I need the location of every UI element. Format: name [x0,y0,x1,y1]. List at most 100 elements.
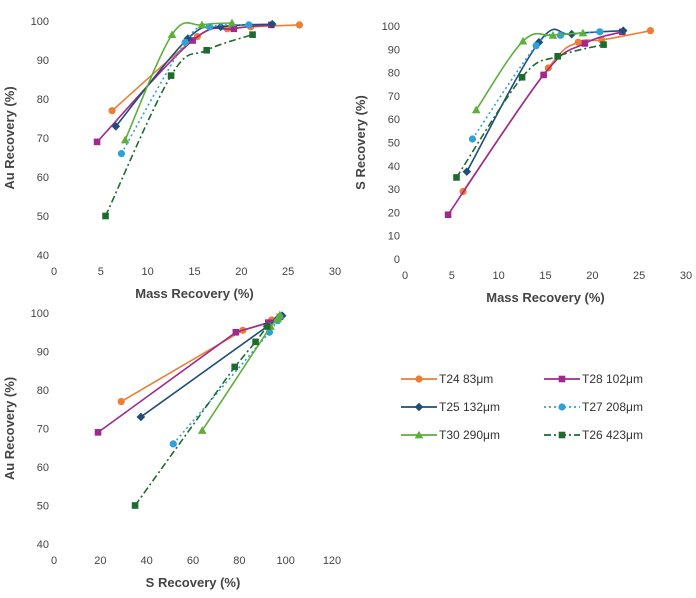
chart-au-vs-mass: 0 5 10 15 20 25 30 40 50 60 70 80 90 100 Mass Recovery… [2,16,341,301]
series-line [475,32,584,111]
data-point [267,19,277,29]
legend-entry: T25 132μm [401,400,500,414]
chart-s-vs-mass: 0 5 10 15 20 25 30 0 10 20 30 40 50 60 70 80 90 100 Mass R… [353,21,692,305]
y-tick-label: 90 [37,55,49,67]
data-point [197,426,207,434]
legend-entry: T24 83μm [401,372,493,386]
data-point [102,212,109,220]
legend-label: T26 423μm [582,428,643,442]
data-point [197,20,207,29]
series-line [124,22,233,141]
data-point [249,31,256,38]
x-tick-label: 10 [493,270,505,282]
data-point [189,37,196,44]
data-point [117,150,126,158]
data-point [444,211,452,219]
series-T26 [131,323,271,509]
x-tick-label: 30 [680,270,692,282]
series-line [111,24,300,112]
series-T28 [94,313,284,436]
series-line [104,33,253,217]
data-point [540,71,547,79]
data-point [453,174,460,181]
data-point [181,38,189,47]
data-point [646,27,655,35]
data-point [117,397,125,406]
series-T24 [108,21,304,115]
data-point [556,31,565,39]
legend-marker [414,402,424,412]
legend: T24 83μm T28 102μm T25 132μm T27 208μm T30 2… [401,372,643,442]
data-point [596,28,604,36]
y-tick-label: 80 [388,68,400,80]
series-line [466,28,624,173]
x-tick-label: 0 [51,555,57,567]
x-tick-label: 120 [323,555,341,567]
data-point [108,107,116,115]
y-tick-label: 70 [388,91,400,103]
y-tick-label: 90 [37,347,49,359]
data-point [263,323,271,330]
data-point [227,18,237,27]
y-tick-label: 10 [388,231,400,243]
data-point [94,429,102,436]
y-tick-label: 80 [37,385,49,397]
series-T26 [102,31,256,220]
series-T30 [120,18,237,144]
y-tick-label: 70 [37,424,49,436]
x-tick-label: 0 [402,270,408,282]
data-point [169,440,177,448]
data-point [618,26,628,35]
legend-marker [415,375,423,383]
legend-marker [558,375,566,383]
legend-marker [414,430,424,439]
data-point [275,310,285,319]
legend-label: T24 83μm [439,372,493,386]
data-point [462,167,472,176]
series-T28 [444,28,626,219]
x-tick-label: 10 [142,266,154,278]
data-point [131,502,139,509]
series-line [455,43,604,178]
data-point [574,38,582,46]
x-tick-label: 5 [449,270,455,282]
y-tick-label: 30 [388,184,400,196]
x-tick-label: 25 [633,270,645,282]
y-tick-label: 90 [388,44,400,56]
data-point [205,23,214,31]
y-tick-label: 60 [37,172,49,184]
x-tick-label: 20 [94,555,106,567]
x-axis-title: S Recovery (%) [146,575,241,590]
y-tick-label: 80 [37,94,49,106]
y-axis-title: Au Recovery (%) [2,377,17,480]
data-point [532,42,540,50]
data-point [120,135,130,144]
data-point [167,30,177,39]
data-point [518,36,528,45]
y-tick-label: 50 [37,501,49,513]
y-axis-title: S Recovery (%) [353,95,368,190]
data-point [471,105,481,114]
y-tick-label: 0 [394,254,400,266]
series-T30 [471,28,588,114]
legend-label: T25 132μm [439,400,500,414]
data-point [231,363,238,371]
y-tick-label: 100 [382,21,400,33]
chart-au-vs-s: 0 20 40 60 80 100 120 40 50 60 70 80 90 100 S Recovery… [2,308,341,590]
y-tick-label: 40 [37,250,49,262]
y-tick-label: 70 [37,133,49,145]
y-tick-label: 50 [388,138,400,150]
legend-marker [558,431,566,439]
x-tick-label: 30 [329,266,341,278]
x-axis-title: Mass Recovery (%) [135,286,254,301]
x-tick-label: 25 [282,266,294,278]
y-tick-label: 40 [388,161,400,173]
legend-entry: T26 423μm [544,428,643,442]
data-point [252,338,259,346]
series-T24 [459,27,655,196]
data-point [295,21,304,29]
legend-label: T27 208μm [582,400,643,414]
data-point [600,41,607,48]
series-T30 [197,310,285,434]
